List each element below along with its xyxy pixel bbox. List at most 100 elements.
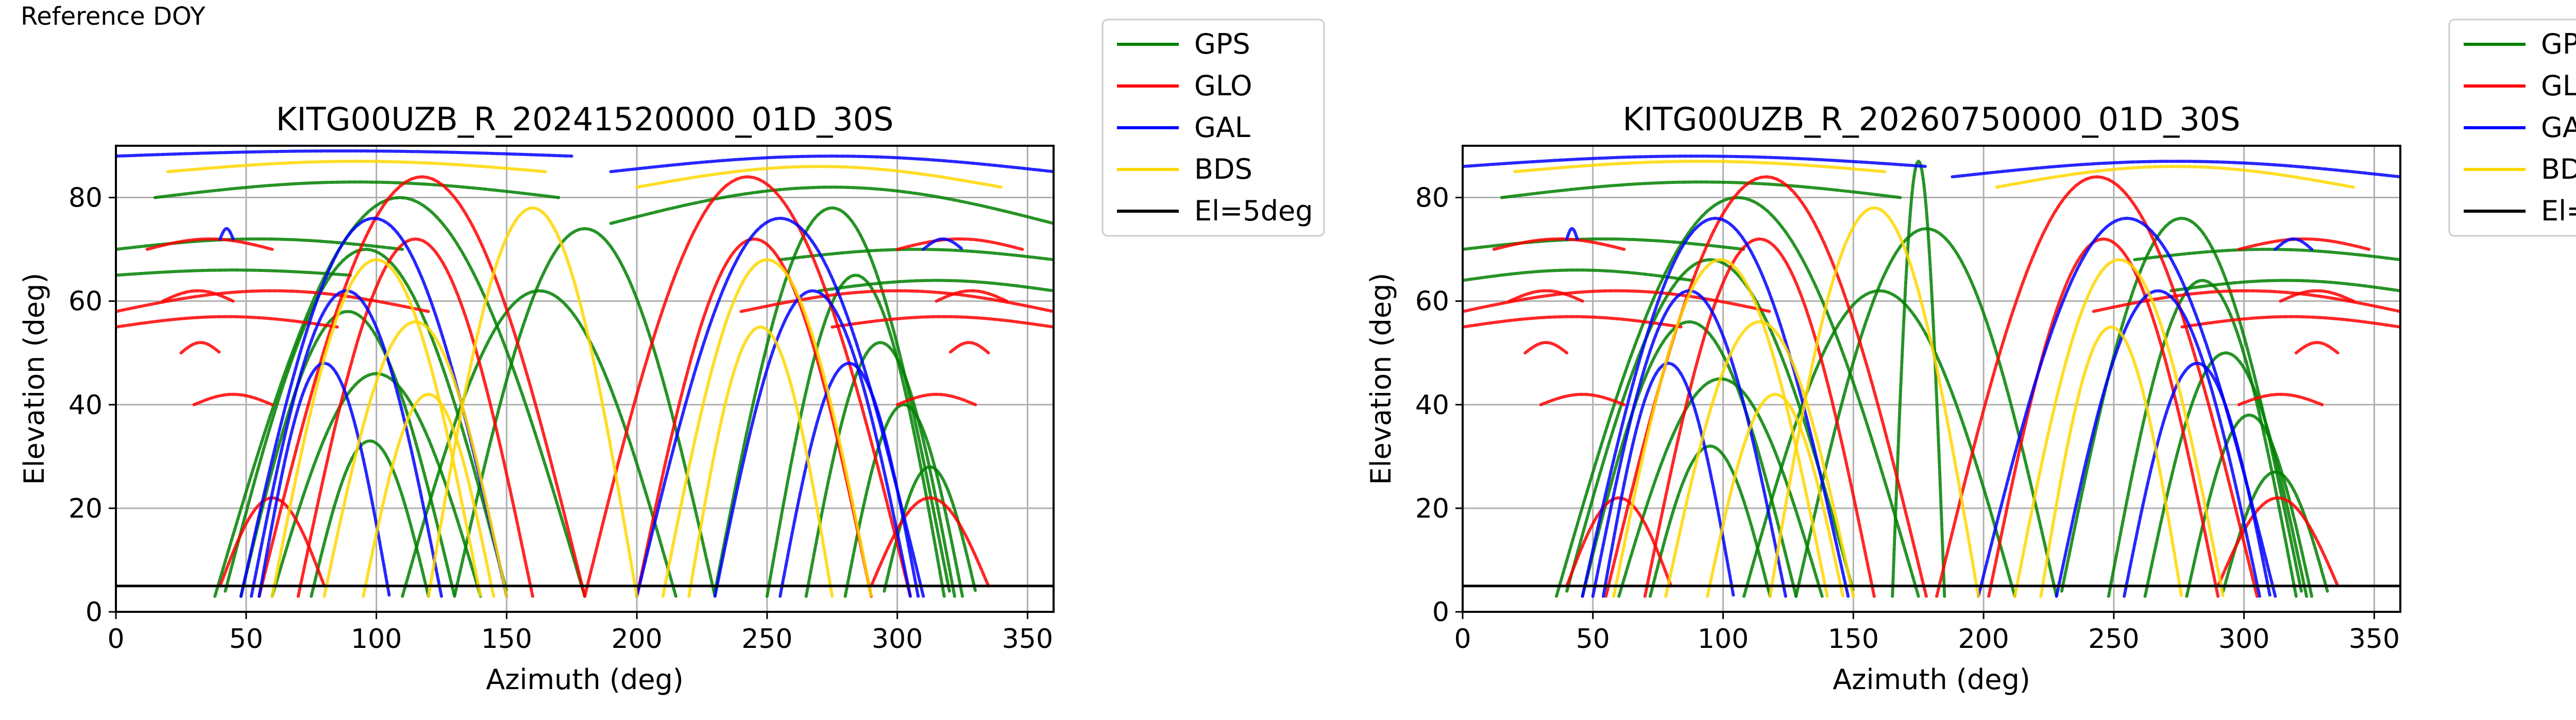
satellite-track-glo [1508, 289, 1584, 303]
chart-left-svg: 0 50 100 150 200 250 300 350 0 20 40 60 80 KITG00UZB_… [18, 19, 1325, 696]
satellite-track-gps [818, 279, 1054, 293]
y-tick-label: 0 [1432, 597, 1449, 628]
series-bds [166, 160, 1003, 598]
satellite-track-gps [453, 227, 717, 598]
satellite-track-glo [1539, 392, 1626, 406]
satellite-track-glo [1492, 237, 1626, 251]
satellite-track-gps [310, 439, 430, 598]
satellite-track-gps [153, 180, 561, 199]
satellite-track-gps [804, 341, 956, 598]
satellite-track-glo [258, 175, 586, 598]
x-tick-label: 200 [611, 624, 662, 655]
legend: GPS GLO GAL BDS El=5deg [2448, 19, 2576, 237]
y-tick-label: 60 [1415, 286, 1449, 317]
satellite-track-glo [947, 341, 990, 355]
satellite-track-bds [1612, 258, 1829, 598]
legend-label: GAL [1194, 111, 1250, 144]
satellite-track-glo [179, 341, 222, 355]
satellite-track-gps [213, 196, 586, 598]
satellite-track-bds [362, 392, 496, 598]
satellite-track-gal [713, 289, 912, 598]
satellite-track-glo [895, 237, 1024, 251]
legend: GPS GLO GAL BDS El=5deg [1101, 19, 1325, 237]
x-tick-label: 350 [2349, 624, 2400, 655]
x-tick-label: 150 [481, 624, 532, 655]
x-tick-label: 100 [351, 624, 402, 655]
x-tick-label: 0 [107, 624, 124, 655]
satellite-track-gal [116, 149, 573, 158]
satellite-track-gal [2055, 289, 2261, 598]
satellite-track-gps [116, 268, 352, 277]
satellite-track-glo [1987, 237, 2220, 598]
x-axis-label: Azimuth (deg) [1833, 663, 2030, 696]
legend-label: BDS [2541, 153, 2576, 185]
satellite-track-bds [1513, 160, 1886, 174]
satellite-track-glo [2216, 496, 2340, 588]
satellite-track-gps [1742, 289, 2016, 598]
satellite-track-gps [239, 310, 456, 598]
satellite-track-glo [895, 392, 977, 406]
axes-frame [115, 145, 1055, 613]
satellite-track-glo [1463, 289, 1772, 313]
satellite-track-bds [687, 325, 834, 598]
satellite-track-gps [2107, 279, 2298, 598]
satellite-track-gal [1602, 362, 1735, 598]
chart-panel-right: 0 50 100 150 200 250 300 350 0 20 40 60 80 KITG00UZB_… [1347, 0, 2576, 720]
axes-frame [1462, 145, 2401, 613]
satellite-track-bds [1768, 206, 1980, 598]
y-tick-label: 80 [1415, 183, 1449, 214]
satellite-track-glo [296, 237, 534, 598]
satellite-track-gps [2133, 248, 2400, 262]
legend-label: GPS [2541, 28, 2576, 60]
satellite-track-gps [765, 273, 946, 598]
satellite-track-glo [635, 237, 873, 598]
satellite-track-gal [778, 362, 920, 598]
series-glo [1463, 175, 2400, 598]
x-tick-label: 300 [872, 624, 923, 655]
satellite-track-glo [2237, 237, 2371, 251]
x-tick-label: 250 [2088, 624, 2139, 655]
series-gal [116, 149, 1054, 598]
satellite-track-glo [2237, 392, 2324, 406]
satellite-track-glo [2279, 289, 2355, 303]
legend-label: GPS [1194, 28, 1250, 60]
satellite-track-glo [1523, 341, 1569, 355]
satellite-track-glo [1463, 315, 1683, 329]
series-bds [1513, 160, 2355, 598]
satellite-track-gps [843, 403, 964, 598]
satellite-track-gal [1951, 160, 2400, 179]
satellite-track-gps [1555, 196, 1920, 598]
satellite-track-gal [1463, 155, 1928, 168]
satellite-track-bds [270, 258, 482, 598]
x-tick-label: 350 [1002, 624, 1053, 655]
satellite-track-gal [1565, 227, 1579, 241]
grid-lines [115, 146, 1054, 613]
satellite-track-bds [427, 206, 639, 598]
satellite-track-gal [218, 227, 235, 241]
satellite-track-glo [870, 496, 990, 588]
satellite-track-glo [831, 315, 1054, 329]
satellite-track-glo [145, 237, 274, 251]
satellite-track-gal [1591, 289, 1787, 598]
y-tick-label: 60 [69, 286, 103, 317]
satellite-track-gal [609, 155, 1054, 174]
satellite-track-glo [116, 289, 430, 313]
satellite-track-glo [161, 289, 235, 303]
satellite-track-glo [583, 175, 912, 598]
legend-label: BDS [1194, 153, 1252, 185]
satellite-track-gps [778, 248, 1054, 262]
satellite-track-glo [1935, 175, 2259, 598]
chart-title: KITG00UZB_R_20241520000_01D_30S [276, 100, 894, 138]
satellite-track-bds [2039, 325, 2183, 598]
y-tick-label: 40 [1415, 390, 1449, 421]
satellite-track-glo [2180, 315, 2400, 329]
satellite-track-gal [922, 237, 964, 251]
satellite-track-glo [739, 289, 1054, 313]
satellite-track-bds [2013, 258, 2225, 598]
y-tick-label: 20 [69, 493, 103, 524]
satellite-track-bds [1995, 165, 2355, 189]
x-tick-label: 100 [1698, 624, 1749, 655]
satellite-track-gps [1500, 180, 1902, 199]
satellite-track-glo [2294, 341, 2340, 355]
x-tick-label: 50 [1576, 624, 1610, 655]
